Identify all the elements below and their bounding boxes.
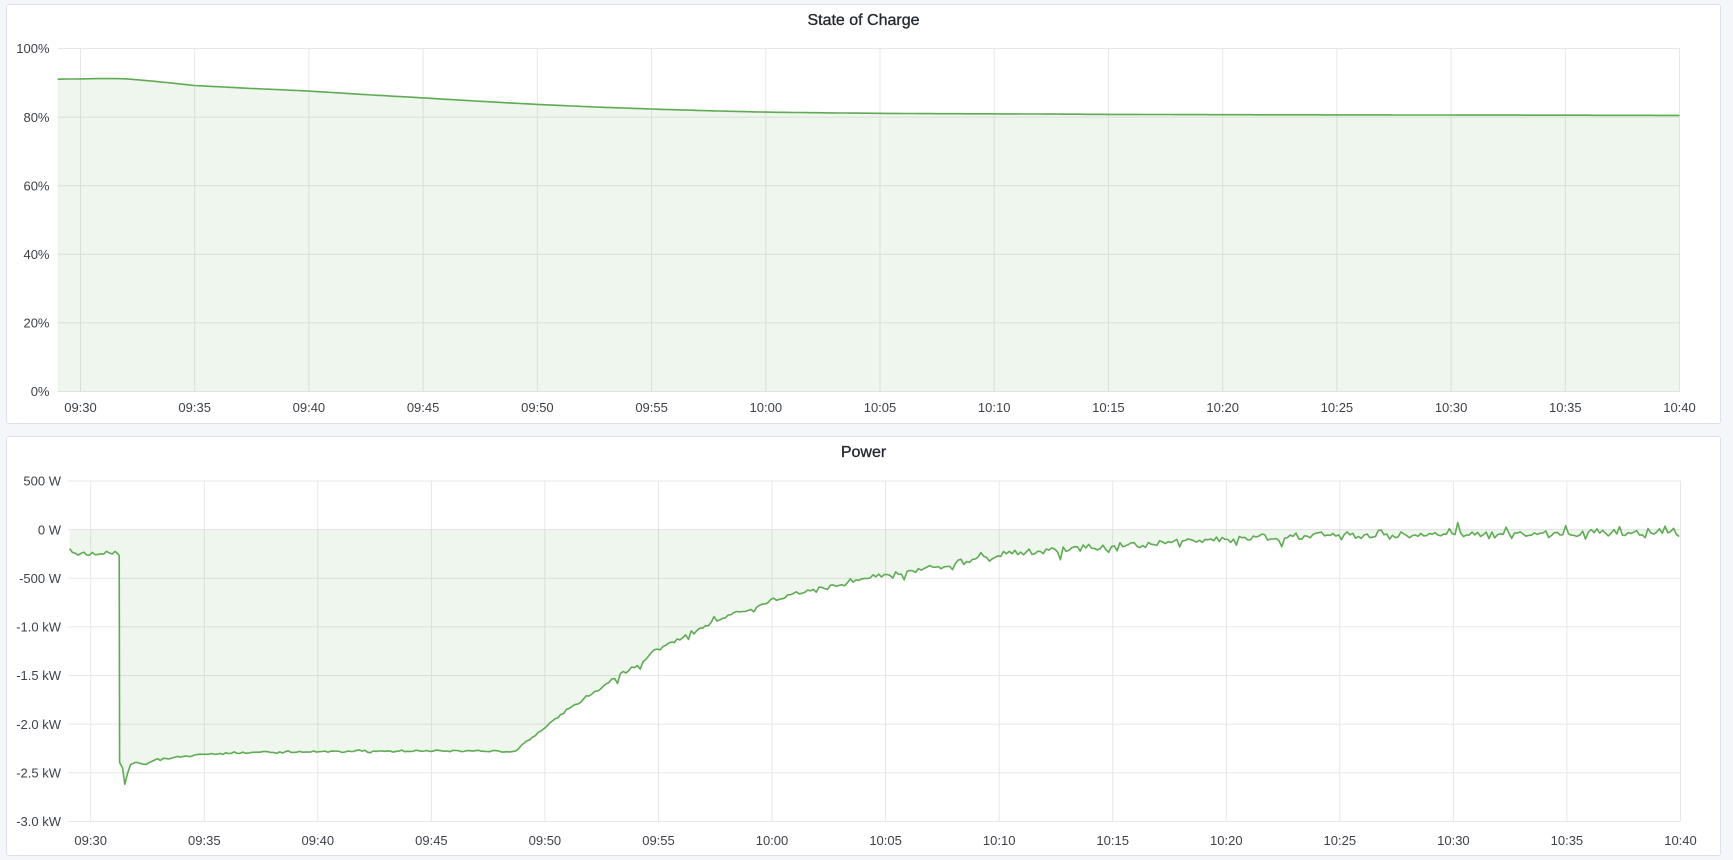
svg-text:-1.0 kW: -1.0 kW	[16, 620, 62, 635]
svg-text:10:20: 10:20	[1210, 833, 1243, 848]
svg-text:40%: 40%	[23, 247, 49, 262]
svg-text:10:20: 10:20	[1206, 400, 1239, 415]
svg-text:100%: 100%	[16, 41, 50, 56]
svg-text:09:40: 09:40	[302, 833, 335, 848]
svg-text:09:30: 09:30	[74, 833, 107, 848]
svg-text:0 W: 0 W	[38, 522, 62, 537]
svg-text:10:30: 10:30	[1435, 400, 1468, 415]
svg-text:09:45: 09:45	[415, 833, 448, 848]
svg-text:09:55: 09:55	[635, 400, 668, 415]
svg-text:10:05: 10:05	[864, 400, 897, 415]
svg-text:10:15: 10:15	[1096, 833, 1129, 848]
svg-text:-2.5 kW: -2.5 kW	[16, 766, 62, 781]
svg-text:09:40: 09:40	[293, 400, 326, 415]
svg-text:20%: 20%	[23, 316, 49, 331]
svg-text:0%: 0%	[31, 384, 50, 399]
svg-text:500 W: 500 W	[23, 474, 61, 489]
svg-text:09:45: 09:45	[407, 400, 440, 415]
svg-text:09:55: 09:55	[642, 833, 675, 848]
svg-text:-2.0 kW: -2.0 kW	[16, 717, 62, 732]
svg-text:10:00: 10:00	[750, 400, 783, 415]
svg-text:10:15: 10:15	[1092, 400, 1125, 415]
svg-text:-3.0 kW: -3.0 kW	[16, 814, 62, 829]
svg-text:-500 W: -500 W	[19, 571, 62, 586]
svg-text:10:30: 10:30	[1437, 833, 1470, 848]
svg-text:10:05: 10:05	[869, 833, 902, 848]
svg-text:10:40: 10:40	[1663, 400, 1696, 415]
svg-text:10:25: 10:25	[1321, 400, 1354, 415]
svg-text:09:35: 09:35	[178, 400, 211, 415]
svg-text:10:35: 10:35	[1551, 833, 1584, 848]
svg-text:-1.5 kW: -1.5 kW	[16, 668, 62, 683]
svg-text:09:50: 09:50	[529, 833, 562, 848]
svg-text:10:40: 10:40	[1664, 833, 1697, 848]
svg-text:09:50: 09:50	[521, 400, 554, 415]
svg-text:10:25: 10:25	[1324, 833, 1357, 848]
svg-text:10:35: 10:35	[1549, 400, 1582, 415]
svg-text:09:30: 09:30	[64, 400, 97, 415]
svg-text:09:35: 09:35	[188, 833, 221, 848]
svg-text:80%: 80%	[23, 110, 49, 125]
svg-text:60%: 60%	[23, 178, 49, 193]
svg-text:10:10: 10:10	[983, 833, 1016, 848]
svg-text:10:00: 10:00	[756, 833, 789, 848]
svg-text:10:10: 10:10	[978, 400, 1011, 415]
